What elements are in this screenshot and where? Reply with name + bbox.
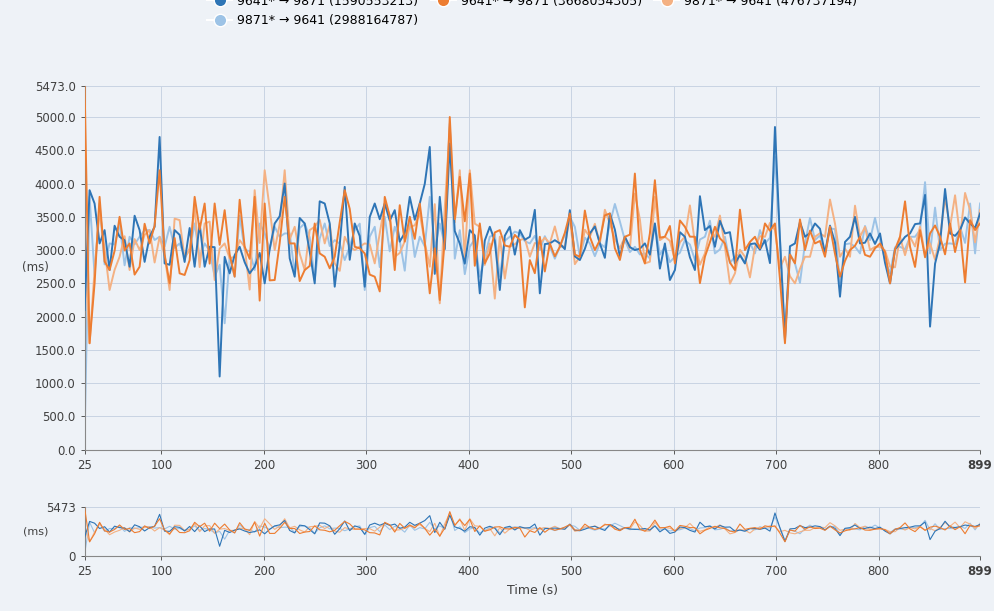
Legend: 9641* → 9871 (1590553213), 9871* → 9641 (2988164787), 9641* → 9871 (3668054305),: 9641* → 9871 (1590553213), 9871* → 9641 … — [202, 0, 862, 32]
X-axis label: Time (s): Time (s) — [506, 584, 558, 596]
Y-axis label: (ms): (ms) — [23, 527, 48, 536]
Y-axis label: (ms): (ms) — [22, 261, 49, 274]
